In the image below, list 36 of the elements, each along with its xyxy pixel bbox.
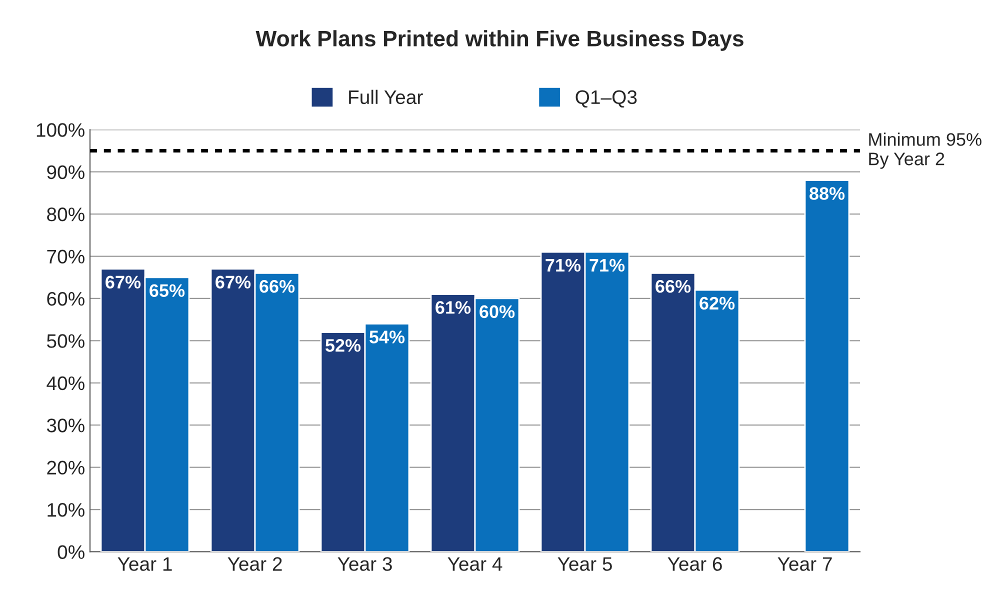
x-tick-label: Year 1 bbox=[118, 557, 172, 571]
y-tick-label: 60% bbox=[47, 292, 84, 306]
data-label: 54% bbox=[369, 330, 405, 344]
y-tick-label: 90% bbox=[47, 165, 84, 180]
y-tick-label: 40% bbox=[46, 376, 84, 390]
data-label: 65% bbox=[150, 284, 185, 297]
y-tick-label: 100% bbox=[36, 123, 84, 137]
y-tick-label: 0% bbox=[58, 545, 84, 559]
data-label: 66% bbox=[260, 280, 295, 293]
x-tick-label: Year 7 bbox=[778, 557, 832, 571]
data-label: 71% bbox=[546, 258, 581, 272]
y-tick-label: 70% bbox=[47, 250, 84, 264]
x-tick-label: Year 2 bbox=[228, 557, 282, 571]
data-label: 62% bbox=[700, 296, 735, 310]
data-label: 61% bbox=[436, 301, 471, 314]
data-label: 67% bbox=[106, 276, 141, 289]
y-tick-label: 30% bbox=[46, 418, 84, 432]
ref-line-label: Minimum 95% By Year 2 bbox=[869, 132, 982, 169]
data-label: 66% bbox=[656, 280, 691, 293]
y-tick-label: 80% bbox=[47, 208, 84, 222]
data-label: 52% bbox=[325, 339, 361, 352]
legend-label: Full Year bbox=[349, 90, 423, 104]
x-tick-label: Year 5 bbox=[558, 557, 612, 571]
data-label: 67% bbox=[216, 276, 251, 289]
y-tick-label: 50% bbox=[47, 334, 84, 348]
legend-label: Q1–Q3 bbox=[576, 90, 637, 108]
data-label: 71% bbox=[590, 258, 625, 272]
x-tick-label: Year 3 bbox=[338, 557, 392, 571]
x-tick-label: Year 6 bbox=[668, 557, 722, 571]
y-tick-label: 10% bbox=[48, 503, 84, 517]
y-tick-label: 20% bbox=[47, 460, 84, 475]
x-tick-label: Year 4 bbox=[448, 557, 502, 571]
data-label: 60% bbox=[480, 305, 515, 318]
chart-title: Work Plans Printed within Five Business Days bbox=[256, 30, 744, 51]
data-label: 88% bbox=[810, 187, 845, 200]
bar bbox=[804, 180, 850, 552]
